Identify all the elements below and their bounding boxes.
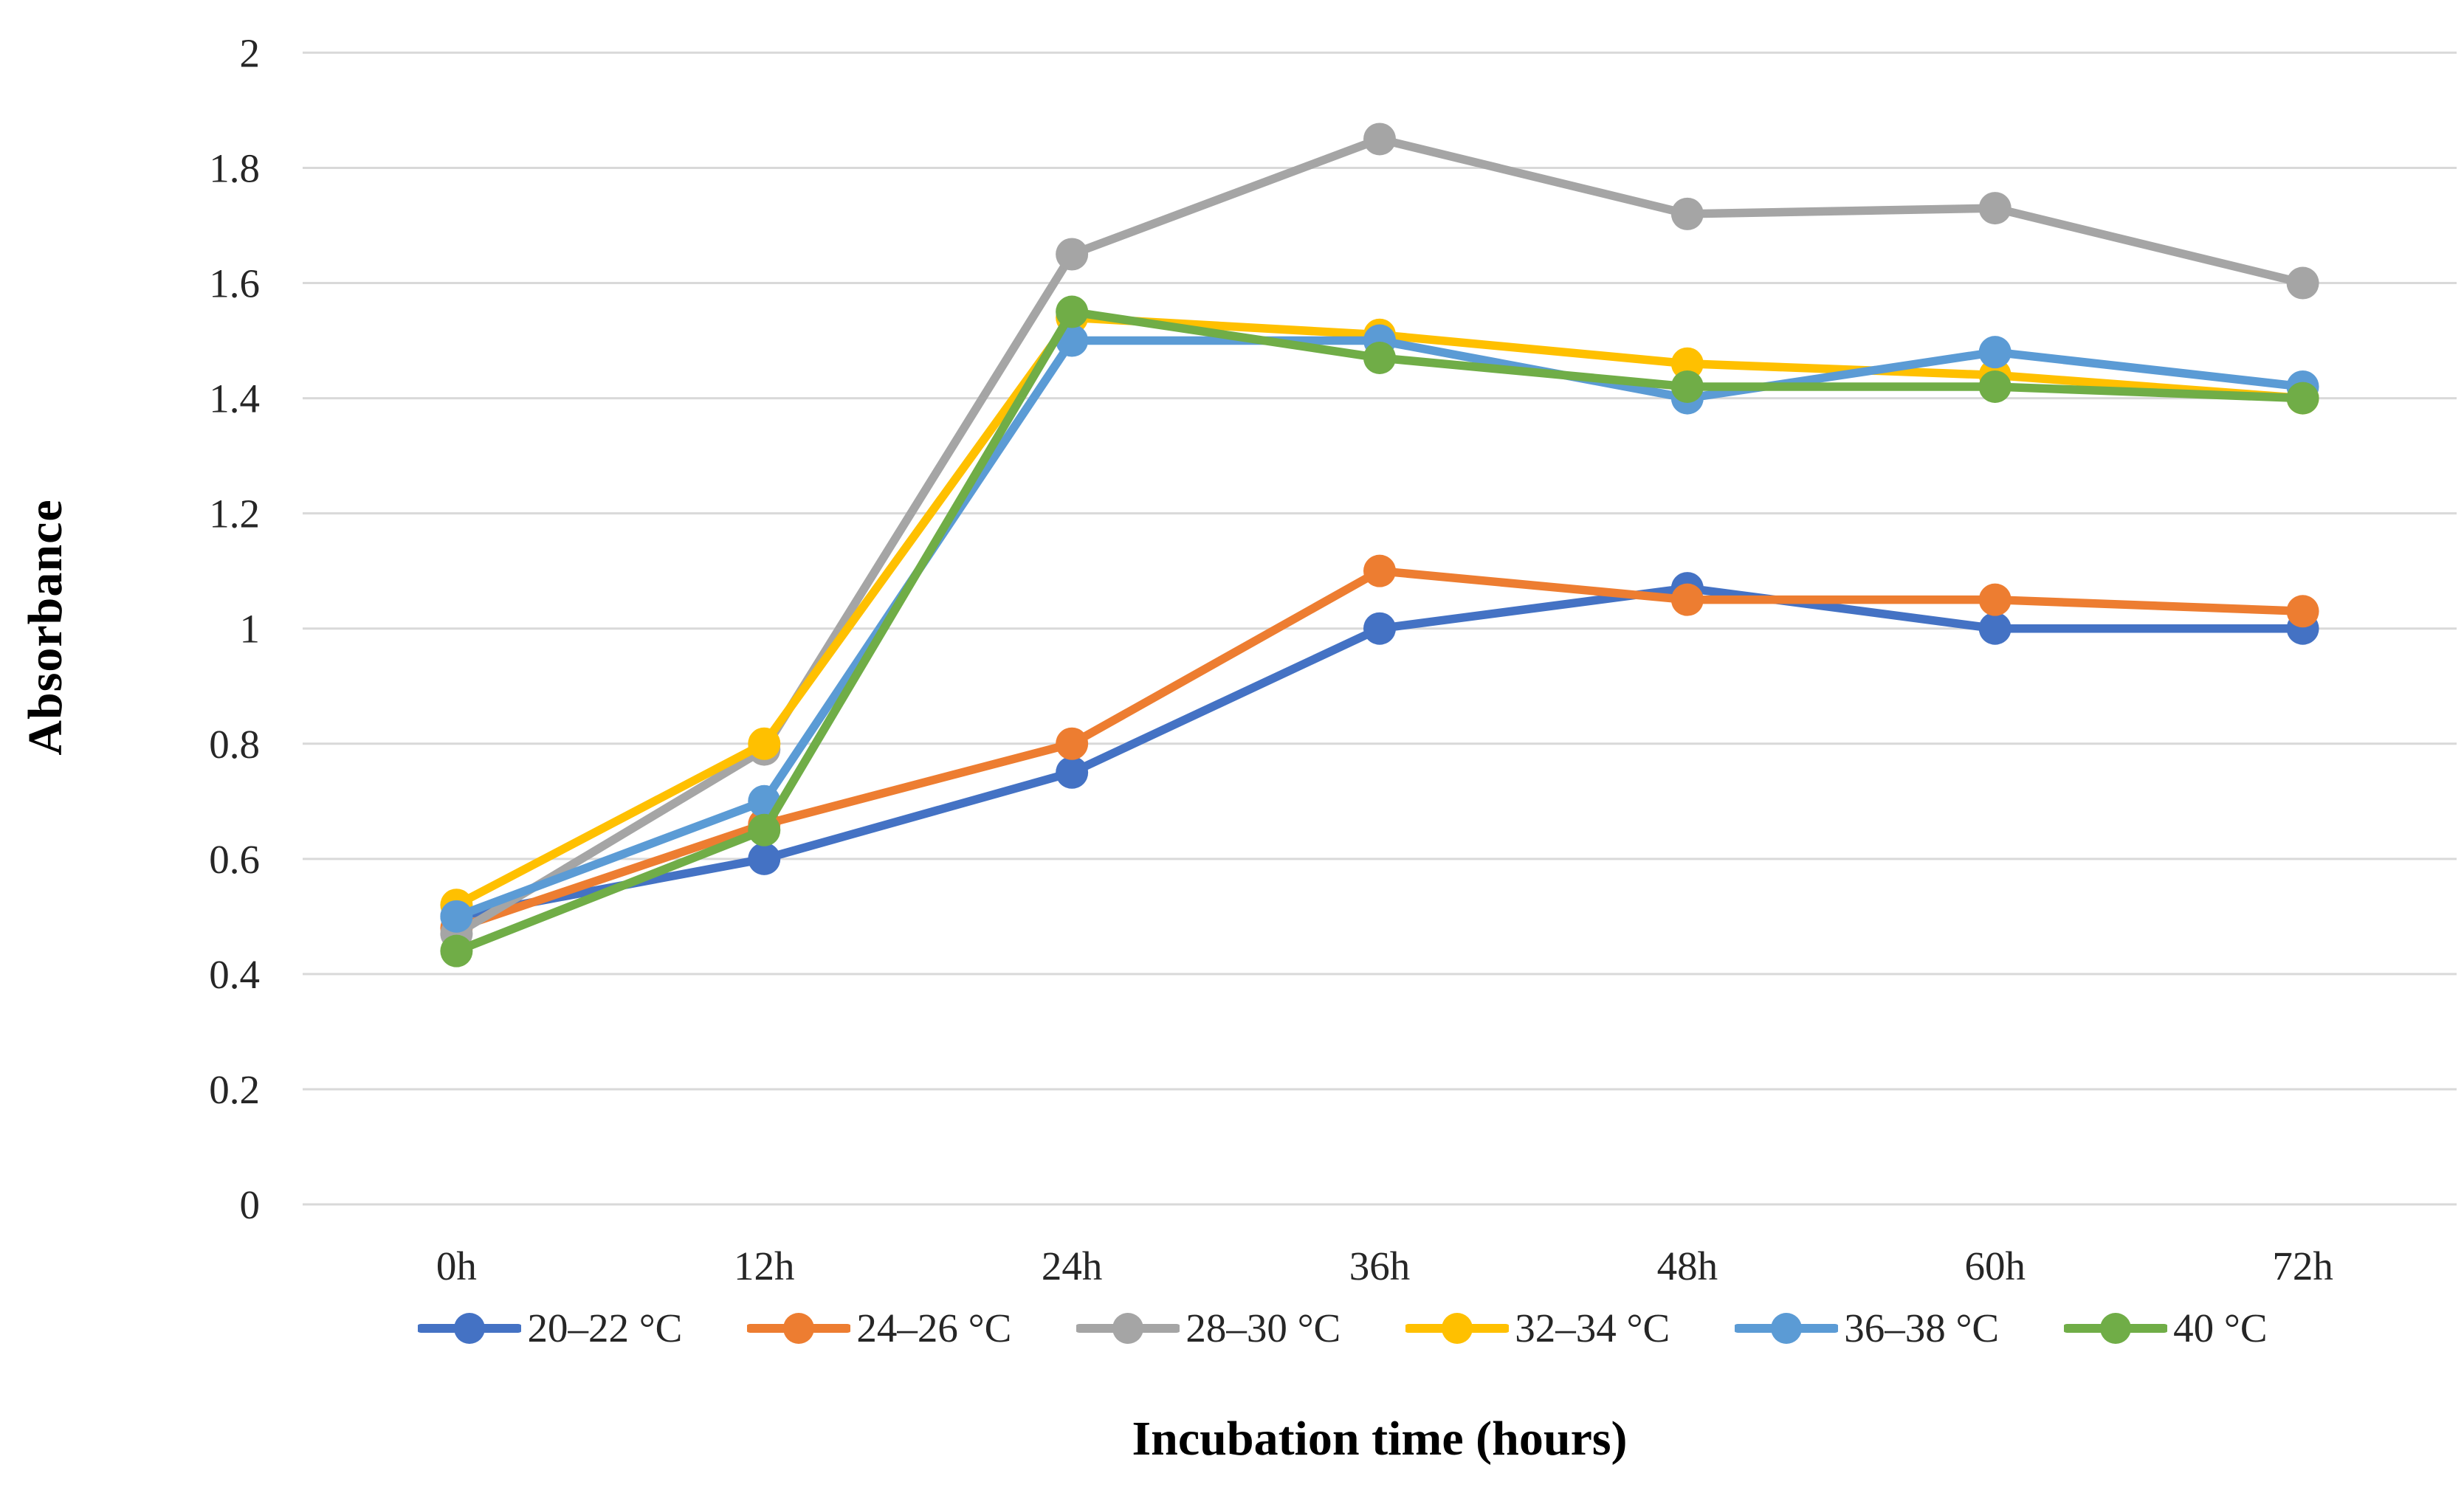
data-point-marker [1670, 583, 1704, 616]
legend-label: 28–30 °C [1185, 1305, 1341, 1351]
data-point-marker [748, 727, 781, 760]
legend-dot [454, 1312, 486, 1344]
y-tick-label: 0.8 [209, 722, 260, 767]
legend: 20–22 °C 24–26 °C 28–30 °C 32–34 °C 36–38 °C… [266, 1305, 2420, 1351]
legend-item: 28–30 °C [1076, 1305, 1341, 1351]
x-tick-label: 0h [436, 1243, 477, 1289]
data-point-marker [1670, 370, 1704, 403]
legend-dot [783, 1312, 815, 1344]
legend-item: 32–34 °C [1405, 1305, 1670, 1351]
legend-dot [2100, 1312, 2132, 1344]
y-tick-label: 1.6 [209, 261, 260, 306]
x-tick-label: 12h [734, 1243, 795, 1289]
legend-label: 32–34 °C [1515, 1305, 1670, 1351]
x-tick-label: 60h [1964, 1243, 2026, 1289]
data-point-marker [1978, 370, 2012, 403]
data-point-marker [748, 842, 781, 875]
x-tick-label: 36h [1349, 1243, 1411, 1289]
legend-item: 24–26 °C [747, 1305, 1011, 1351]
data-point-marker [1978, 612, 2012, 645]
y-tick-label: 1.4 [209, 376, 260, 421]
x-tick-label: 72h [2272, 1243, 2333, 1289]
legend-marker-icon [418, 1312, 522, 1344]
y-tick-label: 1.2 [209, 491, 260, 537]
data-point-marker [440, 934, 473, 967]
y-tick-label: 0.2 [209, 1067, 260, 1112]
legend-marker-icon [2064, 1312, 2168, 1344]
x-tick-label: 48h [1657, 1243, 1718, 1289]
x-axis-title: Incubation time (hours) [1132, 1412, 1628, 1466]
legend-dot [1771, 1312, 1803, 1344]
y-tick-label: 1 [240, 607, 261, 652]
y-axis-title: Absorbance [18, 499, 72, 756]
data-point-marker [2286, 595, 2319, 628]
y-tick-label: 0 [240, 1182, 261, 1227]
data-point-marker [2286, 266, 2319, 300]
legend-item: 36–38 °C [1735, 1305, 1999, 1351]
data-point-marker [748, 813, 781, 846]
legend-item: 20–22 °C [418, 1305, 682, 1351]
legend-label: 40 °C [2173, 1305, 2268, 1351]
data-point-marker [1056, 295, 1089, 328]
data-point-marker [440, 900, 473, 933]
legend-marker-icon [747, 1312, 851, 1344]
data-point-marker [1363, 123, 1396, 156]
x-tick-label: 24h [1042, 1243, 1103, 1289]
data-point-marker [1978, 336, 2012, 369]
legend-dot [1442, 1312, 1473, 1344]
y-tick-label: 0.4 [209, 952, 260, 997]
data-point-marker [1978, 583, 2012, 616]
legend-marker-icon [1405, 1312, 1510, 1344]
data-point-marker [1056, 727, 1089, 760]
data-point-marker [1363, 554, 1396, 587]
data-point-marker [1056, 238, 1089, 271]
y-tick-label: 1.8 [209, 145, 260, 190]
data-point-marker [1670, 347, 1704, 380]
legend-dot [1112, 1312, 1144, 1344]
y-tick-label: 0.6 [209, 837, 260, 882]
data-point-marker [2286, 382, 2319, 415]
legend-marker-icon [1735, 1312, 1839, 1344]
data-point-marker [1363, 341, 1396, 374]
legend-label: 36–38 °C [1844, 1305, 2000, 1351]
legend-label: 20–22 °C [527, 1305, 683, 1351]
data-point-marker [1670, 197, 1704, 230]
legend-label: 24–26 °C [856, 1305, 1012, 1351]
legend-item: 40 °C [2064, 1305, 2268, 1351]
y-tick-label: 2 [240, 30, 261, 75]
legend-marker-icon [1076, 1312, 1180, 1344]
data-point-marker [1056, 756, 1089, 789]
data-point-marker [1363, 612, 1396, 645]
data-point-marker [1978, 192, 2012, 225]
